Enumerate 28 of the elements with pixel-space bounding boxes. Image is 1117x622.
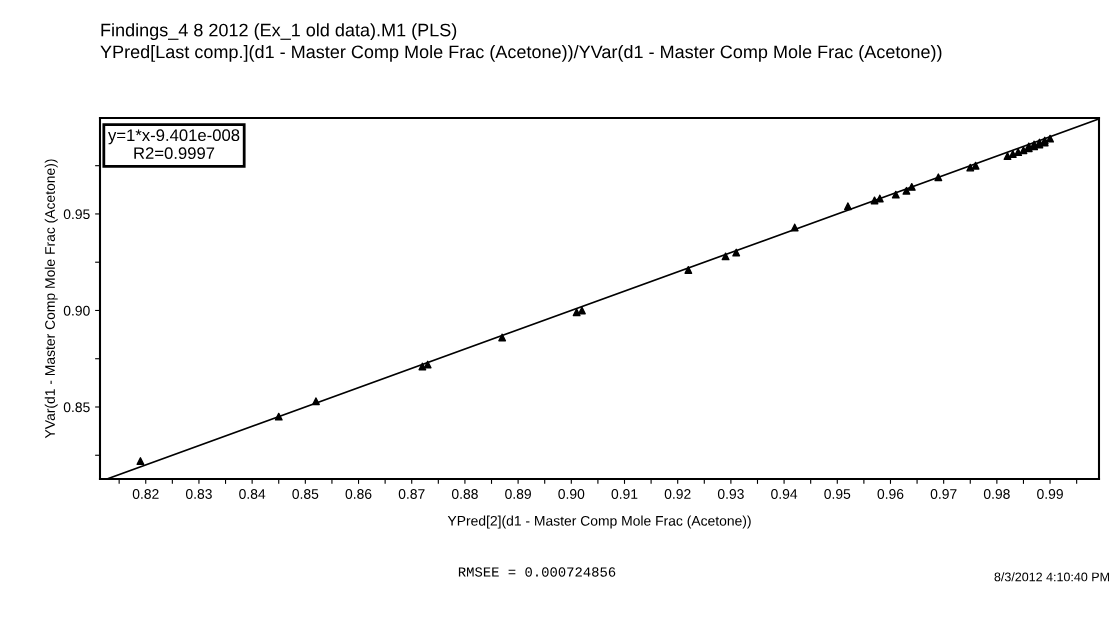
annotation: y=1*x-9.401e-008 R2=0.9997 <box>108 129 240 160</box>
text: RMSEE = 0.000724856 <box>458 567 616 577</box>
x-tick-label: 0.99 <box>1037 489 1063 499</box>
y-tick-label: 0.85 <box>63 402 90 413</box>
x-tick-label: 0.83 <box>185 489 212 499</box>
x-tick-label: 0.97 <box>930 489 957 499</box>
text: 8/3/2012 4:10:40 PM <box>994 572 1109 582</box>
x-tick-label: 0.94 <box>771 489 798 499</box>
x-tick-label: 0.96 <box>877 489 904 499</box>
x-tick-label: 0.86 <box>345 489 372 499</box>
y-tick-label: 0.95 <box>63 209 90 220</box>
x-tick-label: 0.90 <box>558 489 585 499</box>
x-tick-label: 0.85 <box>292 489 319 499</box>
y-axis-title: YVar(d1 - Master Comp Mole Frac (Acetone)) <box>44 159 58 439</box>
x-tick-label: 0.88 <box>451 489 478 499</box>
x-tick-label: 0.93 <box>717 489 744 499</box>
x-tick-label: 0.84 <box>239 489 266 499</box>
y-tick-label: 0.90 <box>63 305 90 316</box>
x-tick-label: 0.82 <box>132 489 159 499</box>
x-tick-label: 0.89 <box>505 489 531 499</box>
x-tick-label: 0.95 <box>824 489 851 499</box>
x-tick-label: 0.87 <box>398 489 425 499</box>
chart-title: Findings_4 8 2012 (Ex_1 old data).M1 (PLS) <box>101 23 457 40</box>
chart-subtitle: YPred[Last comp.](d1 - Master Comp Mole Frac (Acetone))/YVar(d1 - Master Comp Mole Frac (Acetone)) <box>100 45 942 62</box>
x-tick-label: 0.91 <box>611 489 638 499</box>
x-tick-label: 0.92 <box>664 489 691 499</box>
x-tick-label: 0.98 <box>983 489 1010 499</box>
x-axis-title: YPred[2](d1 - Master Comp Mole Frac (Acetone)) <box>447 515 751 529</box>
